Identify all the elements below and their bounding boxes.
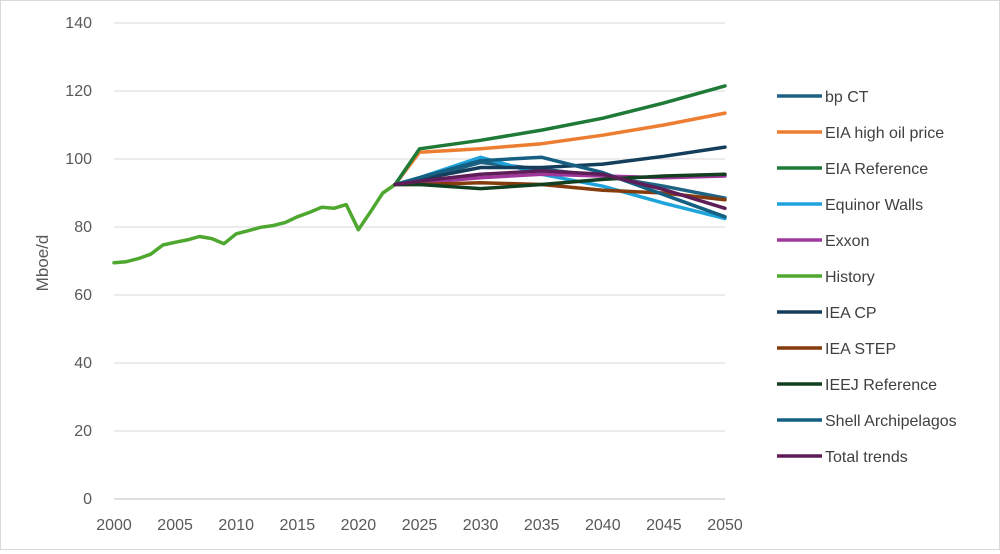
- legend-label: EIA high oil price: [825, 125, 944, 142]
- series-line-eia-reference: [393, 84, 727, 187]
- y-tick-label: 0: [83, 491, 92, 508]
- series-line-shell-archipelagos: [393, 155, 727, 219]
- series-line-history: [112, 182, 397, 265]
- x-tick-label: 2040: [585, 517, 621, 534]
- legend-item-eia-reference: EIA Reference: [777, 161, 928, 178]
- x-tick-label: 2045: [646, 517, 682, 534]
- legend-item-bp-ct: bp CT: [777, 89, 869, 106]
- legend-item-shell-archipelagos: Shell Archipelagos: [777, 413, 957, 430]
- legend: bp CT EIA high oil price EIA Reference Equi…: [777, 89, 957, 466]
- legend-item-iea-step: IEA STEP: [777, 341, 896, 358]
- gridlines: [114, 22, 725, 500]
- x-tick-label: 2020: [341, 517, 377, 534]
- legend-item-ieej-reference: IEEJ Reference: [777, 377, 937, 394]
- legend-item-equinor-walls: Equinor Walls: [777, 197, 923, 214]
- y-tick-label: 120: [65, 83, 92, 100]
- series-line-total-trends: [393, 169, 727, 211]
- series-lines: [112, 84, 727, 265]
- legend-item-history: History: [777, 269, 875, 286]
- legend-label: IEA STEP: [825, 341, 896, 358]
- x-tick-label: 2030: [463, 517, 499, 534]
- x-tick-label: 2035: [524, 517, 560, 534]
- x-tick-label: 2010: [218, 517, 254, 534]
- series-line-ieej-reference: [393, 172, 727, 191]
- legend-item-total-trends: Total trends: [777, 449, 908, 466]
- y-tick-label: 140: [65, 15, 92, 32]
- series-line-eia-high-oil-price: [393, 111, 727, 187]
- legend-label: bp CT: [825, 89, 869, 106]
- y-tick-label: 20: [74, 423, 92, 440]
- legend-label: IEA CP: [825, 305, 877, 322]
- y-tick-label: 100: [65, 151, 92, 168]
- legend-label: Total trends: [825, 449, 908, 466]
- x-tick-label: 2025: [402, 517, 438, 534]
- legend-label: Exxon: [825, 233, 869, 250]
- legend-label: IEEJ Reference: [825, 377, 937, 394]
- legend-label: Shell Archipelagos: [825, 413, 957, 430]
- y-axis-title: Mboe/d: [33, 235, 52, 292]
- legend-label: Equinor Walls: [825, 197, 923, 214]
- x-tick-label: 2000: [96, 517, 132, 534]
- y-tick-label: 40: [74, 355, 92, 372]
- legend-item-iea-cp: IEA CP: [777, 305, 877, 322]
- legend-label: History: [825, 269, 875, 286]
- x-tick-label: 2050: [707, 517, 743, 534]
- legend-item-eia-high-oil-price: EIA high oil price: [777, 125, 944, 142]
- legend-label: EIA Reference: [825, 161, 928, 178]
- x-tick-label: 2015: [280, 517, 316, 534]
- x-tick-label: 2005: [157, 517, 193, 534]
- legend-item-exxon: Exxon: [777, 233, 869, 250]
- y-tick-label: 60: [74, 287, 92, 304]
- y-tick-label: 80: [74, 219, 92, 236]
